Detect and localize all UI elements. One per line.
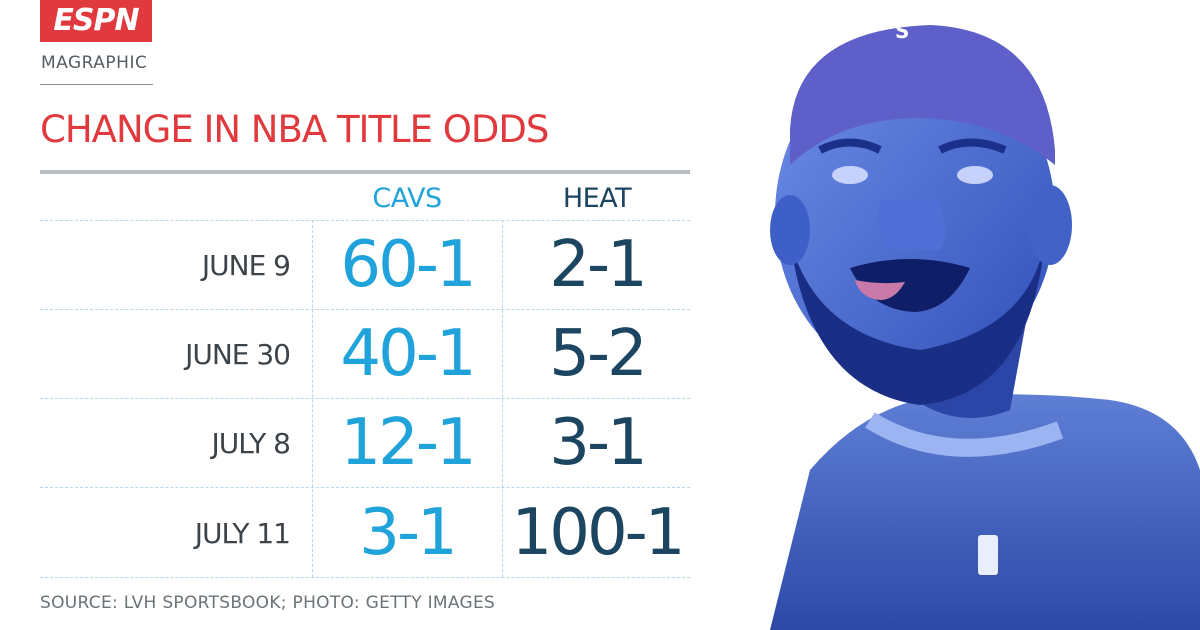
source-credit: SOURCE: LVH SPORTSBOOK; PHOTO: GETTY IMA… bbox=[40, 593, 496, 613]
column-header-cavs: CAVS bbox=[372, 183, 442, 214]
cavs-odds-value: 3-1 bbox=[359, 496, 458, 570]
grid-line bbox=[312, 220, 313, 577]
row-date-label: JULY 8 bbox=[211, 427, 291, 460]
heat-odds-value: 3-1 bbox=[549, 406, 648, 480]
kicker-divider bbox=[40, 84, 153, 85]
grid-line bbox=[40, 220, 690, 221]
grid-line bbox=[40, 309, 690, 310]
heat-odds-value: 5-2 bbox=[549, 317, 648, 391]
chart-title: CHANGE IN NBA TITLE ODDS bbox=[40, 108, 549, 151]
grid-line bbox=[502, 220, 503, 577]
cavs-odds-value: 40-1 bbox=[340, 317, 476, 391]
column-header-heat: HEAT bbox=[562, 183, 632, 214]
grid-line bbox=[40, 398, 690, 399]
basketball-player-photo: S bbox=[770, 19, 1200, 630]
grid-line bbox=[40, 487, 690, 488]
row-date-label: JUNE 9 bbox=[201, 249, 291, 282]
row-date-label: JUNE 30 bbox=[185, 338, 291, 371]
row-date-label: JULY 11 bbox=[194, 517, 291, 550]
grid-line bbox=[40, 577, 690, 578]
cavs-odds-value: 60-1 bbox=[340, 228, 476, 302]
svg-text:S: S bbox=[895, 19, 909, 43]
table-top-rule bbox=[40, 170, 690, 174]
magraphic-kicker: MAGRAPHIC bbox=[41, 53, 148, 73]
cavs-odds-value: 12-1 bbox=[340, 406, 476, 480]
espn-logo: ESPN bbox=[40, 0, 152, 42]
heat-odds-value: 2-1 bbox=[549, 228, 648, 302]
heat-odds-value: 100-1 bbox=[511, 496, 686, 570]
